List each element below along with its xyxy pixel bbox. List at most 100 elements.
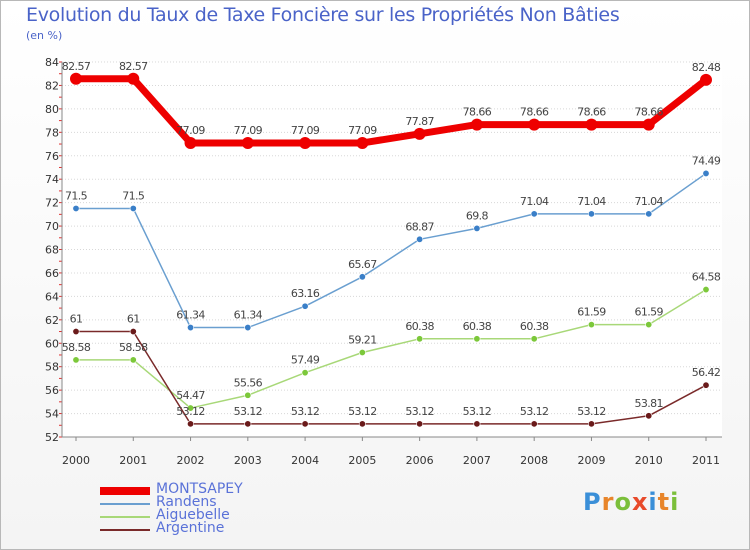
y-tick-label: 54 [45, 408, 59, 421]
data-point-argentine [416, 420, 424, 428]
y-tick-label: 66 [45, 267, 59, 280]
data-point-aiguebelle [187, 404, 195, 412]
data-point-montsapey [528, 118, 541, 131]
x-tick-label: 2007 [463, 454, 491, 467]
data-label-montsapey: 77.09 [348, 124, 377, 137]
data-label-randens: 69.8 [466, 209, 489, 222]
legend-label: Aiguebelle [156, 507, 230, 523]
legend-swatch [100, 503, 150, 505]
legend-label: Argentine [156, 520, 225, 536]
data-label-argentine: 53.81 [634, 397, 663, 410]
data-label-montsapey: 78.66 [634, 106, 663, 119]
data-point-argentine [358, 420, 366, 428]
data-point-aiguebelle [72, 356, 80, 364]
data-point-aiguebelle [587, 321, 595, 329]
data-label-montsapey: 82.57 [62, 60, 91, 73]
data-label-argentine: 61 [127, 313, 140, 326]
data-label-randens: 71.5 [65, 189, 88, 202]
data-label-argentine: 53.12 [176, 405, 205, 418]
data-label-argentine: 53.12 [405, 405, 434, 418]
data-point-aiguebelle [244, 391, 252, 399]
data-point-montsapey [241, 136, 254, 149]
series-line-aiguebelle [75, 288, 707, 409]
data-point-argentine [645, 412, 653, 420]
y-tick-label: 84 [45, 56, 59, 69]
data-label-aiguebelle: 58.58 [119, 341, 148, 354]
legend-swatch [100, 487, 150, 495]
data-label-aiguebelle: 64.58 [692, 271, 721, 284]
y-tick-label: 64 [45, 290, 59, 303]
y-tick-label: 60 [45, 337, 59, 350]
y-tick-label: 70 [45, 220, 59, 233]
legend-swatch [100, 529, 150, 531]
data-point-aiguebelle [473, 335, 481, 343]
data-label-randens: 71.5 [122, 189, 145, 202]
data-label-argentine: 53.12 [520, 405, 549, 418]
data-label-aiguebelle: 57.49 [291, 354, 320, 367]
x-tick-label: 2009 [577, 454, 605, 467]
y-tick-label: 58 [45, 361, 59, 374]
data-label-aiguebelle: 60.38 [405, 320, 434, 333]
x-tick-label: 2006 [406, 454, 434, 467]
x-tick-label: 2000 [62, 454, 90, 467]
data-point-argentine [530, 420, 538, 428]
logo-letter: P [583, 488, 602, 516]
data-label-argentine: 61 [70, 313, 83, 326]
data-label-montsapey: 77.09 [176, 124, 205, 137]
data-point-randens [702, 169, 710, 177]
data-label-montsapey: 77.09 [291, 124, 320, 137]
data-point-argentine [187, 420, 195, 428]
data-point-montsapey [700, 73, 712, 86]
y-tick-label: 56 [45, 384, 59, 397]
data-label-randens: 63.16 [291, 287, 320, 300]
data-point-aiguebelle [129, 356, 137, 364]
x-tick-label: 2008 [520, 454, 548, 467]
data-label-montsapey: 82.57 [119, 60, 148, 73]
data-point-montsapey [356, 136, 369, 149]
data-label-randens: 71.04 [634, 195, 663, 208]
data-label-randens: 71.04 [577, 195, 606, 208]
proxiti-logo: Proxiti [583, 488, 679, 516]
y-tick-label: 80 [45, 103, 59, 116]
data-point-argentine [72, 328, 80, 336]
data-point-argentine [244, 420, 252, 428]
data-point-montsapey [70, 72, 82, 85]
data-point-argentine [129, 328, 137, 336]
data-point-randens [244, 324, 252, 332]
data-label-aiguebelle: 61.59 [577, 306, 606, 319]
data-point-argentine [301, 420, 309, 428]
data-label-argentine: 53.12 [348, 405, 377, 418]
y-tick-label: 52 [45, 431, 59, 444]
data-point-argentine [473, 420, 481, 428]
y-tick-label: 78 [45, 126, 59, 139]
data-point-randens [530, 210, 538, 218]
legend-label: Randens [156, 494, 217, 510]
data-label-argentine: 53.12 [234, 405, 263, 418]
x-tick-label: 2003 [234, 454, 262, 467]
data-point-randens [187, 324, 195, 332]
x-tick-label: 2001 [119, 454, 147, 467]
series-line-montsapey [72, 75, 710, 147]
data-label-randens: 68.87 [405, 220, 434, 233]
data-point-montsapey [413, 127, 426, 140]
logo-letter: t [657, 488, 671, 516]
data-point-randens [301, 302, 309, 310]
data-point-aiguebelle [702, 286, 710, 294]
data-label-argentine: 53.12 [463, 405, 492, 418]
data-label-montsapey: 78.66 [577, 106, 606, 119]
data-point-montsapey [585, 118, 598, 131]
data-label-montsapey: 78.66 [520, 106, 549, 119]
data-label-montsapey: 78.66 [463, 106, 492, 119]
data-point-randens [473, 224, 481, 232]
data-point-randens [645, 210, 653, 218]
data-label-aiguebelle: 60.38 [463, 320, 492, 333]
x-tick-label: 2004 [291, 454, 319, 467]
data-label-aiguebelle: 60.38 [520, 320, 549, 333]
data-point-randens [129, 204, 137, 212]
y-tick-label: 82 [45, 79, 59, 92]
logo-letter: x [631, 488, 649, 516]
logo-letter: r [601, 488, 615, 516]
legend-swatch [100, 516, 150, 518]
logo-letter: i [670, 488, 680, 516]
